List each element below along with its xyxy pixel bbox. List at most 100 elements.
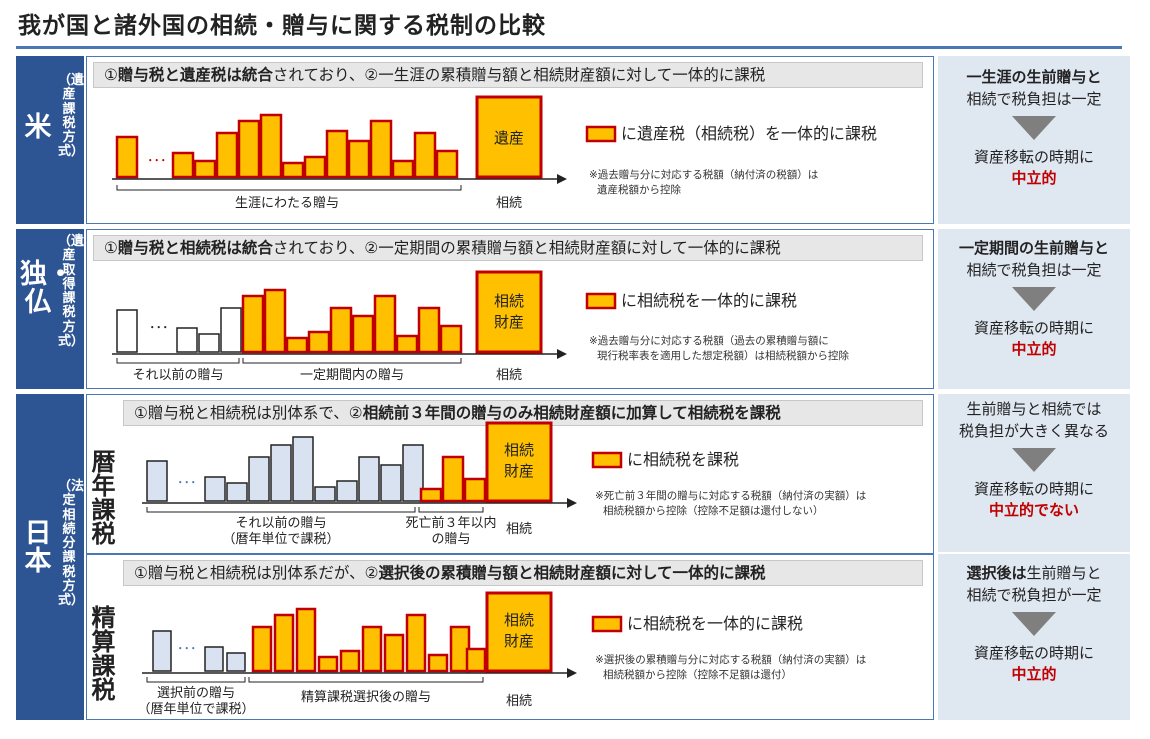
brace-before-jp-calendar (146, 507, 416, 513)
country-band-us: 米 （遺産課税方式） (16, 56, 84, 224)
side-de-l2: 相続で税負担は一定 (966, 261, 1102, 279)
bars-us (115, 113, 459, 179)
label-before2-jp-settlement: （暦年単位で課税） (137, 701, 254, 717)
jp-calendar-bar (380, 464, 402, 502)
dots-jp-settlement: ･･･ (177, 642, 197, 657)
label-3y2-jp-calendar: の贈与 (431, 531, 470, 547)
side-us-l3: 資産移転の時期に (973, 148, 1094, 166)
dots-de: ･･･ (149, 321, 169, 336)
page-title: 我が国と諸外国の相続・贈与に関する税制の比較 (18, 13, 546, 39)
jp-settlement-bar (317, 655, 339, 673)
de-bar (439, 324, 463, 354)
de-bar (116, 309, 138, 353)
axis-arrow-jp-calendar (567, 498, 577, 508)
diagram-jp-calendar: 暦年課税 ･･･ 相続 財産 それ以前の贈与 （暦年単位で課税） 死亡前３年以内… (87, 421, 866, 547)
down-arrow-icon (1012, 116, 1056, 140)
us-bar (391, 159, 415, 179)
dots-jp-calendar: ･･･ (177, 476, 197, 491)
side-jps-red: 中立的 (1011, 665, 1057, 683)
side-panel-jp-settlement: 選択後は生前贈与と 相続で税負担が一定 資産移転の時期に 中立的 (938, 554, 1130, 720)
header-us: ①贈与税と遺産税は統合されており、②一生涯の累積贈与額と相続財産額に対して一体的… (93, 62, 923, 88)
label-before2-jp-calendar: （暦年単位で課税） (222, 531, 339, 547)
jp-calendar-bar (204, 476, 226, 502)
jp-settlement-bar (465, 647, 487, 673)
brace-before-jp-settlement (146, 677, 246, 683)
side-jpc-l2: 税負担が大きく異なる (958, 422, 1109, 440)
side-panel-jp-calendar: 生前贈与と相続では 税負担が大きく異なる 資産移転の時期に 中立的でない (938, 394, 1130, 552)
note1-jp-settlement: ※選択後の累積贈与分に対応する税額（納付済の実額）は (595, 653, 866, 666)
estate-box-jp-calendar (485, 421, 553, 503)
method-label-jp: （法定相続分課税方式） (58, 479, 85, 609)
header-de: ①贈与税と相続税は統合されており、②一定期間の累積贈与額と相続財産額に対して一体… (93, 235, 923, 261)
country-band-de: 独・仏 （遺産取得課税方式） (16, 229, 84, 389)
estate-label1-jp-calendar: 相続 (504, 441, 534, 459)
brace-period-de (242, 358, 462, 364)
tax-label-jp-settlement: 精算課税 (87, 605, 115, 702)
us-bar (115, 135, 139, 179)
jp-settlement-bar (152, 630, 172, 672)
jp-calendar-bar (463, 477, 487, 503)
method-label-us: （遺産課税方式） (58, 73, 85, 160)
bars-jp-settlement (152, 607, 487, 673)
jp-calendar-bar (441, 455, 465, 503)
brace-3y-jp-calendar (418, 507, 484, 513)
country-label-us: 米 (24, 112, 52, 143)
section-jp: 日本 （法定相続分課税方式） ①贈与税と相続税は別体系で、②相続前３年間の贈与の… (16, 394, 1130, 720)
bars-jp-calendar (146, 436, 487, 503)
de-bar (307, 330, 331, 354)
main-panel-jp-calendar: ①贈与税と相続税は別体系で、②相続前３年間の贈与のみ相続財産額に加算して相続税を… (86, 394, 934, 554)
note1-de: ※過去贈与分に対応する税額（過去の累積贈与額に (589, 334, 829, 347)
note2-jp-settlement: 相続税額から控除（控除不足額は還付） (603, 668, 792, 681)
section-us: 米 （遺産課税方式） ①贈与税と遺産税は統合されており、②一生涯の累積贈与額と相… (16, 56, 1130, 224)
jp-settlement-bar (273, 613, 295, 673)
title-rule (16, 46, 1122, 49)
de-bar (351, 314, 375, 354)
label-before1-jp-calendar: それ以前の贈与 (235, 515, 326, 531)
down-arrow-icon (1012, 448, 1056, 472)
axis-arrow-de (557, 349, 567, 359)
legend-us: に遺産税（相続税）を一体的に課税 (621, 124, 877, 143)
bars-de (116, 288, 463, 354)
method-label-de: （遺産取得課税方式） (58, 234, 85, 350)
axis-arrow-jp-settlement (567, 668, 577, 678)
tax-label-jp-calendar: 暦年課税 (87, 449, 115, 546)
diagram-jp-settlement: 精算課税 ･･･ 相続 財産 選択前の贈与 （暦年単位で課税） 精算課税選択後の… (87, 591, 866, 717)
estate-label2-de: 財産 (494, 313, 524, 331)
note1-us: ※過去贈与分に対応する税額（納付済の税額）は (589, 168, 818, 181)
jp-calendar-bar (314, 486, 336, 502)
label-inherit-jp-calendar: 相続 (506, 522, 532, 537)
label-after-jp-settlement: 精算課税選択後の贈与 (301, 689, 431, 705)
us-bar (369, 119, 393, 179)
legend-swatch-de (585, 292, 617, 310)
section-de: 独・仏 （遺産取得課税方式） ①贈与税と相続税は統合されており、②一定期間の累積… (16, 229, 1130, 389)
side-jpc-l1: 生前贈与と相続では (966, 400, 1102, 418)
side-jps-l2: 相続で税負担が一定 (966, 586, 1102, 604)
label-before-de: それ以前の贈与 (132, 367, 223, 383)
jp-calendar-bar (248, 456, 270, 502)
header-jp-settlement: ①贈与税と相続税は別体系だが、②選択後の累積贈与額と相続財産額に対して一体的に課… (123, 560, 923, 586)
estate-box-de (475, 270, 543, 354)
side-de-l1: 一定期間の生前贈与と (958, 239, 1109, 257)
main-panel-jp-settlement: ①贈与税と相続税は別体系だが、②選択後の累積贈与額と相続財産額に対して一体的に課… (86, 554, 934, 720)
estate-box-us (475, 95, 543, 179)
dots-us: ･･･ (147, 154, 167, 169)
legend-swatch-jp-calendar (591, 451, 623, 469)
side-us-l1: 一生涯の生前贈与と (966, 68, 1102, 86)
jp-settlement-bar (383, 633, 405, 673)
estate-box-jp-settlement (485, 591, 553, 673)
us-bar (325, 129, 349, 179)
brace-before-de (116, 358, 240, 364)
note1-jp-calendar: ※死亡前３年間の贈与に対応する税額（納付済の実額）は (595, 489, 866, 502)
side-jps-l1: 選択後は生前贈与と (966, 564, 1102, 582)
jp-calendar-bar (226, 482, 248, 502)
side-panel-de: 一定期間の生前贈与と 相続で税負担は一定 資産移転の時期に 中立的 (938, 229, 1130, 389)
jp-calendar-bar (402, 444, 424, 502)
jp-calendar-bar (358, 456, 380, 502)
de-bar (329, 306, 353, 354)
de-bar (417, 306, 441, 354)
jp-settlement-bar (204, 646, 224, 672)
diagram-us: ･･･ 遺産 生涯にわたる贈与 相続 に遺産税（相続税）を一体的に課税 ※過去贈… (112, 95, 877, 211)
jp-settlement-bar (251, 625, 273, 673)
note2-jp-calendar: 相続税額から控除（控除不足額は還付しない） (603, 504, 824, 517)
brace-us (116, 185, 462, 191)
